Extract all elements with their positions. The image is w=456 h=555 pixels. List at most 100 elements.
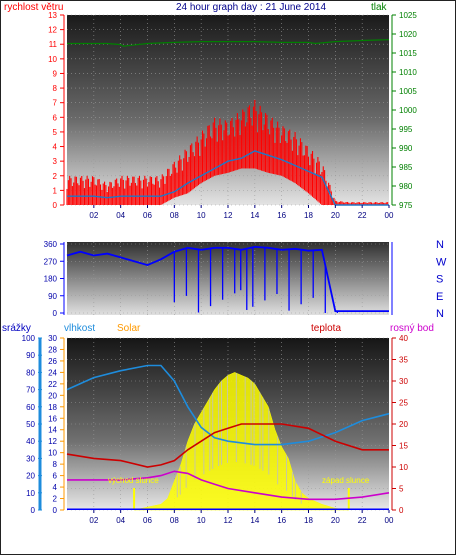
sunset-label: západ slunce <box>322 476 370 485</box>
x-tick-label: 22 <box>358 211 367 220</box>
x-tick-label: 04 <box>116 211 125 220</box>
wind-plot-area <box>67 15 389 205</box>
wind-tick-label: 9 <box>53 69 58 78</box>
pressure-tick-label: 1005 <box>399 87 417 96</box>
solar-tick-label: 24 <box>48 368 57 377</box>
x-tick-label: 18 <box>304 516 313 525</box>
temperature-tick-label: 20 <box>399 420 408 429</box>
wind-tick-label: 0 <box>53 201 58 210</box>
temperature-tick-label: 15 <box>399 442 408 451</box>
compass-label: S <box>436 274 443 286</box>
wind-tick-label: 4 <box>53 143 58 152</box>
temperature-tick-label: 10 <box>399 463 408 472</box>
x-tick-label: 12 <box>224 211 233 220</box>
temperature-tick-label: 35 <box>399 356 408 365</box>
solar-tick-label: 10 <box>48 449 57 458</box>
x-tick-label: 16 <box>277 516 286 525</box>
solar-tick-label: 22 <box>48 380 57 389</box>
solar-tick-label: 12 <box>48 437 57 446</box>
rain-tick-label: 90 <box>26 351 35 360</box>
solar-tick-label: 16 <box>48 414 57 423</box>
wind-tick-label: 12 <box>48 26 57 35</box>
direction-ticks: 0 90 180 270 360 <box>44 240 64 318</box>
solar-tick-label: 18 <box>48 403 57 412</box>
wind-tick-label: 11 <box>49 40 58 49</box>
solar-tick-label: 20 <box>48 391 57 400</box>
rain-tick-label: 0 <box>31 506 36 515</box>
bottom-hour-ticks: 02 04 06 08 10 12 14 16 18 20 22 00 <box>89 510 394 525</box>
x-tick-label: 00 <box>385 516 394 525</box>
rain-tick-label: 50 <box>26 420 35 429</box>
x-tick-label: 14 <box>250 211 259 220</box>
x-tick-label: 10 <box>197 516 206 525</box>
pressure-ticks: 975 980 985 990 995 1000 1005 1010 1015 1020 1025 <box>392 11 417 210</box>
temperature-tick-label: 30 <box>399 377 408 386</box>
compass-label: W <box>436 256 447 268</box>
rain-tick-label: 20 <box>26 472 35 481</box>
x-tick-label: 14 <box>250 516 259 525</box>
x-tick-label: 16 <box>277 211 286 220</box>
solar-tick-label: 2 <box>53 495 58 504</box>
direction-marks <box>66 245 389 313</box>
x-tick-label: 00 <box>385 211 394 220</box>
solar-tick-label: 28 <box>48 345 57 354</box>
wind-tick-label: 10 <box>48 55 57 64</box>
x-tick-label: 20 <box>331 211 340 220</box>
x-tick-label: 02 <box>89 516 98 525</box>
pressure-tick-label: 1015 <box>399 49 417 58</box>
temperature-axis-title: teplota <box>311 323 341 334</box>
solar-tick-label: 4 <box>53 483 58 492</box>
temperature-tick-label: 25 <box>399 399 408 408</box>
temperature-tick-label: 40 <box>399 334 408 343</box>
x-tick-label: 06 <box>143 211 152 220</box>
wind-axis-title: rychlost větru <box>4 2 63 13</box>
x-tick-label: 02 <box>89 211 98 220</box>
top-hour-ticks: 02 04 06 08 10 12 14 16 18 20 22 00 <box>89 205 394 220</box>
wind-tick-label: 13 <box>48 11 57 20</box>
solar-tick-label: 30 <box>48 334 57 343</box>
rain-ticks: 0 10 20 30 40 50 60 70 80 90 100 <box>22 334 42 515</box>
solar-axis-title: Solar <box>117 323 141 334</box>
chart-title: 24 hour graph day : 21 June 2014 <box>176 2 327 13</box>
wind-pressure-marks <box>66 39 390 206</box>
compass-label: N <box>436 308 444 320</box>
rain-tick-label: 70 <box>26 386 35 395</box>
wind-direction-line <box>66 245 389 312</box>
pressure-axis-title: tlak <box>371 2 388 13</box>
rain-axis-title: srážky <box>2 323 31 334</box>
wind-tick-label: 5 <box>53 128 58 137</box>
direction-tick-label: 270 <box>44 257 58 266</box>
pressure-tick-label: 985 <box>399 163 413 172</box>
solar-tick-label: 8 <box>53 460 58 469</box>
solar-tick-label: 6 <box>53 472 58 481</box>
pressure-tick-label: 1010 <box>399 68 417 77</box>
x-tick-label: 08 <box>170 516 179 525</box>
rain-tick-label: 30 <box>26 454 35 463</box>
x-tick-label: 08 <box>170 211 179 220</box>
x-tick-label: 20 <box>331 516 340 525</box>
x-tick-label: 12 <box>224 516 233 525</box>
solar-tick-label: 14 <box>48 426 57 435</box>
pressure-line <box>67 39 390 47</box>
solar-tick-label: 0 <box>53 506 58 515</box>
wind-tick-label: 3 <box>53 157 58 166</box>
temperature-ticks: 0 5 10 15 20 25 30 35 40 <box>392 334 408 515</box>
pressure-tick-label: 990 <box>399 144 413 153</box>
wind-tick-label: 2 <box>53 172 58 181</box>
pressure-tick-label: 1025 <box>399 11 417 20</box>
compass-label: N <box>436 239 444 251</box>
rain-tick-label: 10 <box>26 489 35 498</box>
pressure-tick-label: 980 <box>399 182 413 191</box>
x-tick-label: 04 <box>116 516 125 525</box>
dewpoint-line <box>67 470 390 501</box>
x-tick-label: 18 <box>304 211 313 220</box>
direction-tick-label: 360 <box>44 240 58 249</box>
wind-tick-label: 8 <box>53 84 58 93</box>
rain-tick-label: 60 <box>26 403 35 412</box>
wind-tick-label: 1 <box>53 186 58 195</box>
wind-tick-label: 6 <box>53 113 58 122</box>
humidity-axis-title: vlhkost <box>64 323 95 334</box>
pressure-tick-label: 1020 <box>399 30 417 39</box>
